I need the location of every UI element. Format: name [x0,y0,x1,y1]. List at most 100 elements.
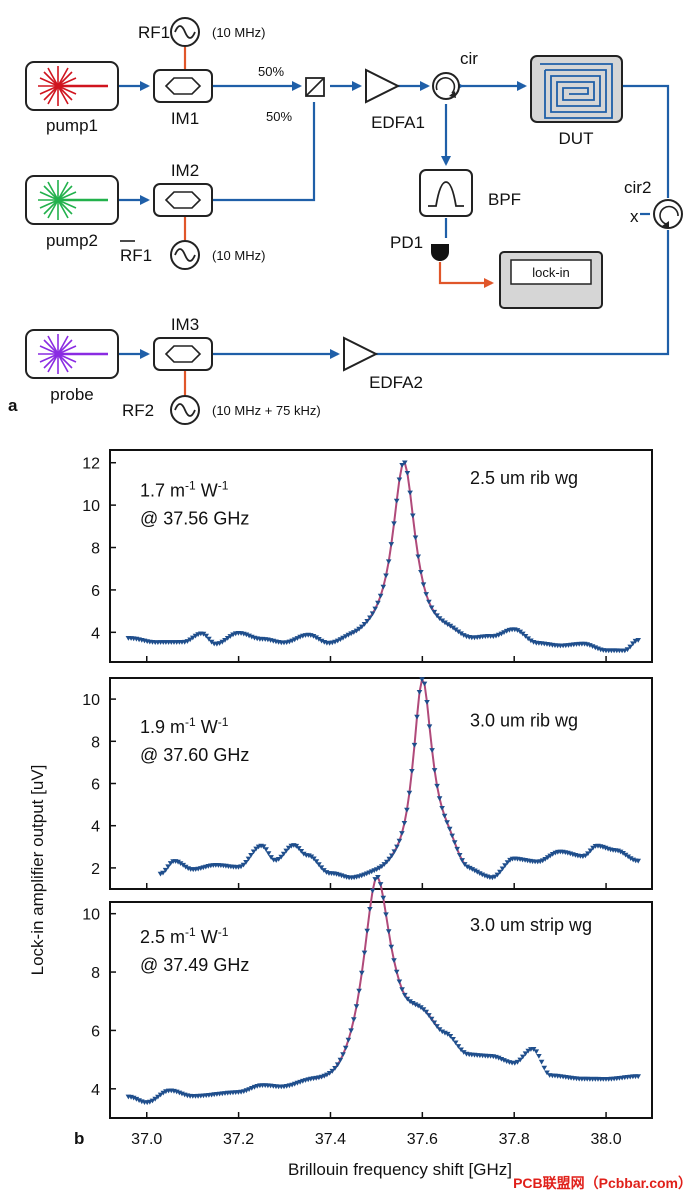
y-tick-label: 10 [82,498,100,515]
data-point-marker [538,1059,545,1065]
starburst-icon [38,334,108,374]
data-point-marker [133,1096,140,1102]
data-point-marker [296,846,302,851]
dut-label: DUT [559,129,594,148]
data-point-marker [318,638,325,644]
data-point-marker [385,559,392,565]
data-point-marker [275,857,282,862]
data-point-marker [514,628,521,633]
peak-frequency-text: @ 37.49 GHz [140,955,249,975]
data-point-marker [477,871,483,876]
gain-value: 2.5 [140,927,170,947]
data-point-marker [160,870,166,876]
rf2-frequency: (10 MHz + 75 kHz) [212,403,321,418]
data-point-marker [351,1017,357,1023]
data-point-marker [418,1005,424,1010]
data-point-marker [404,471,411,476]
data-point-marker [461,1050,467,1055]
data-point-marker [492,874,498,880]
y-tick-label: 6 [91,777,100,794]
data-point-marker [469,867,476,872]
data-point-marker [525,636,531,642]
data-point-marker [541,1065,548,1071]
electrical-paths [183,47,494,396]
gain-exp-m: -1 [185,479,196,493]
data-point-marker [377,882,384,887]
gain-unit-w: W [196,481,218,501]
gain-coefficient-text: 2.5 m-1 W-1 [140,925,229,947]
data-point-marker [407,490,413,496]
data-point-marker [190,635,196,641]
x-tick-label: 38.0 [590,1131,621,1148]
data-point-marker [431,768,438,773]
panel-a-label: a [8,396,18,415]
data-point-marker [268,855,274,860]
gain-exp-m: -1 [185,715,196,729]
data-point-marker [439,1029,446,1035]
pump1-laser [25,61,119,111]
im2-modulator [153,183,213,217]
bpf-label: BPF [488,190,521,209]
rf2-label: RF2 [122,401,154,420]
data-point-marker [617,849,624,855]
data-point-marker [157,1092,164,1098]
data-point-marker [635,1074,641,1080]
data-point-marker [250,849,257,855]
x-axis-title: Brillouin frequency shift [GHz] [288,1160,512,1179]
data-point-marker [385,929,392,935]
data-point-marker [416,690,423,695]
data-point-marker [415,554,421,560]
rf1-label: RF1 [138,23,170,42]
data-point-marker [280,851,287,857]
pump1-label: pump1 [46,116,98,135]
data-point-marker [434,613,440,619]
gain-unit-m: m [170,717,185,737]
starburst-icon [38,66,108,106]
data-point-marker [260,844,267,850]
rf1bar-sine-icon [170,240,200,270]
data-point-marker [265,851,272,856]
cir2-port-label: x [630,207,639,226]
data-point-marker [624,647,631,653]
data-point-marker [340,635,346,641]
data-point-marker [426,724,433,730]
data-point-marker [391,521,397,527]
gain-unit-w: W [196,717,218,737]
data-point-marker [310,634,317,639]
edfa1-amplifier-icon [365,68,401,104]
data-point-marker [459,858,465,863]
data-point-marker [399,831,405,836]
data-point-marker [337,1057,344,1063]
coupler-lower-ratio: 50% [266,109,292,124]
probe-label: probe [50,385,93,404]
rf1bar-frequency: (10 MHz) [212,248,265,263]
gain-unit-m: m [170,481,185,501]
data-point-marker [149,1098,156,1104]
data-point-marker [402,992,408,998]
data-point-marker [187,637,193,643]
data-point-marker [450,625,456,631]
data-point-marker [431,1020,438,1026]
data-point-marker [227,634,234,639]
data-point-marker [380,895,387,901]
data-point-marker [381,862,388,867]
data-point-marker [351,630,357,635]
data-point-marker [364,619,370,624]
data-point-marker [582,853,589,859]
fiber-dut-cir2 [622,84,670,198]
data-point-marker [396,477,403,483]
watermark-text: PCB联盟网（Pcbbar.com） [513,1175,692,1191]
data-point-marker [380,584,387,590]
data-point-marker [544,1070,550,1076]
data-point-marker [625,854,631,860]
data-point-marker [283,848,289,854]
data-point-marker [253,846,259,852]
data-point-marker [497,869,503,875]
data-point-marker [313,635,319,641]
data-point-marker [407,999,413,1005]
data-point-marker [375,600,381,606]
data-point-marker [494,872,501,878]
data-point-marker [384,859,390,865]
